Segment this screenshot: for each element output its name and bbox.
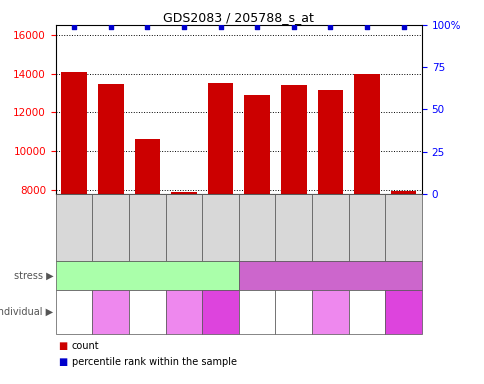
Text: subject
4: subject 4	[172, 306, 195, 318]
Bar	[171, 192, 197, 194]
Title: GDS2083 / 205788_s_at: GDS2083 / 205788_s_at	[163, 11, 314, 24]
Text: percentile rank within the sample: percentile rank within the sample	[72, 357, 236, 367]
Bar	[353, 73, 379, 194]
Text: count: count	[72, 341, 99, 351]
Text: GSM103557: GSM103557	[290, 205, 296, 250]
Point	[326, 23, 333, 30]
Text: GSM103560: GSM103560	[217, 205, 223, 250]
Bar	[207, 83, 233, 194]
Text: GSM103565: GSM103565	[107, 205, 113, 250]
Text: GSM103561: GSM103561	[400, 205, 406, 250]
Bar	[244, 95, 270, 194]
Text: ■: ■	[58, 357, 67, 367]
Point	[253, 23, 260, 30]
Text: GSM103564: GSM103564	[144, 205, 150, 250]
Text: subject
5: subject 5	[392, 306, 414, 318]
Text: GSM104050: GSM104050	[254, 205, 259, 250]
Text: GSM103559: GSM103559	[181, 205, 186, 250]
Bar	[280, 85, 306, 194]
Text: GSM103558: GSM103558	[327, 205, 333, 250]
Text: subject
2: subject 2	[99, 306, 122, 318]
Bar	[390, 191, 416, 194]
Text: subject
t 4: subject t 4	[352, 302, 380, 322]
Text: ■: ■	[58, 341, 67, 351]
Text: GSM103563: GSM103563	[71, 205, 77, 250]
Point	[180, 23, 187, 30]
Bar	[61, 71, 87, 194]
Text: subject
t 1: subject t 1	[60, 302, 88, 322]
Point	[289, 23, 297, 30]
Bar	[134, 139, 160, 194]
Text: GSM103562: GSM103562	[363, 205, 369, 250]
Text: subject
3: subject 3	[318, 306, 341, 318]
Point	[399, 23, 407, 30]
Text: subject
t 5: subject t 5	[206, 302, 234, 322]
Text: individual ▶: individual ▶	[0, 307, 53, 317]
Point	[70, 23, 78, 30]
Text: subject
t 3: subject t 3	[133, 302, 161, 322]
Text: post-immobilization: post-immobilization	[282, 270, 378, 281]
Point	[106, 23, 114, 30]
Text: subject
t 2: subject t 2	[279, 302, 307, 322]
Text: subject
t 1: subject t 1	[243, 302, 271, 322]
Text: pre-immobilization: pre-immobilization	[102, 270, 193, 281]
Text: stress ▶: stress ▶	[14, 270, 53, 281]
Point	[143, 23, 151, 30]
Bar	[98, 84, 123, 194]
Point	[363, 23, 370, 30]
Bar	[317, 90, 343, 194]
Point	[216, 23, 224, 30]
